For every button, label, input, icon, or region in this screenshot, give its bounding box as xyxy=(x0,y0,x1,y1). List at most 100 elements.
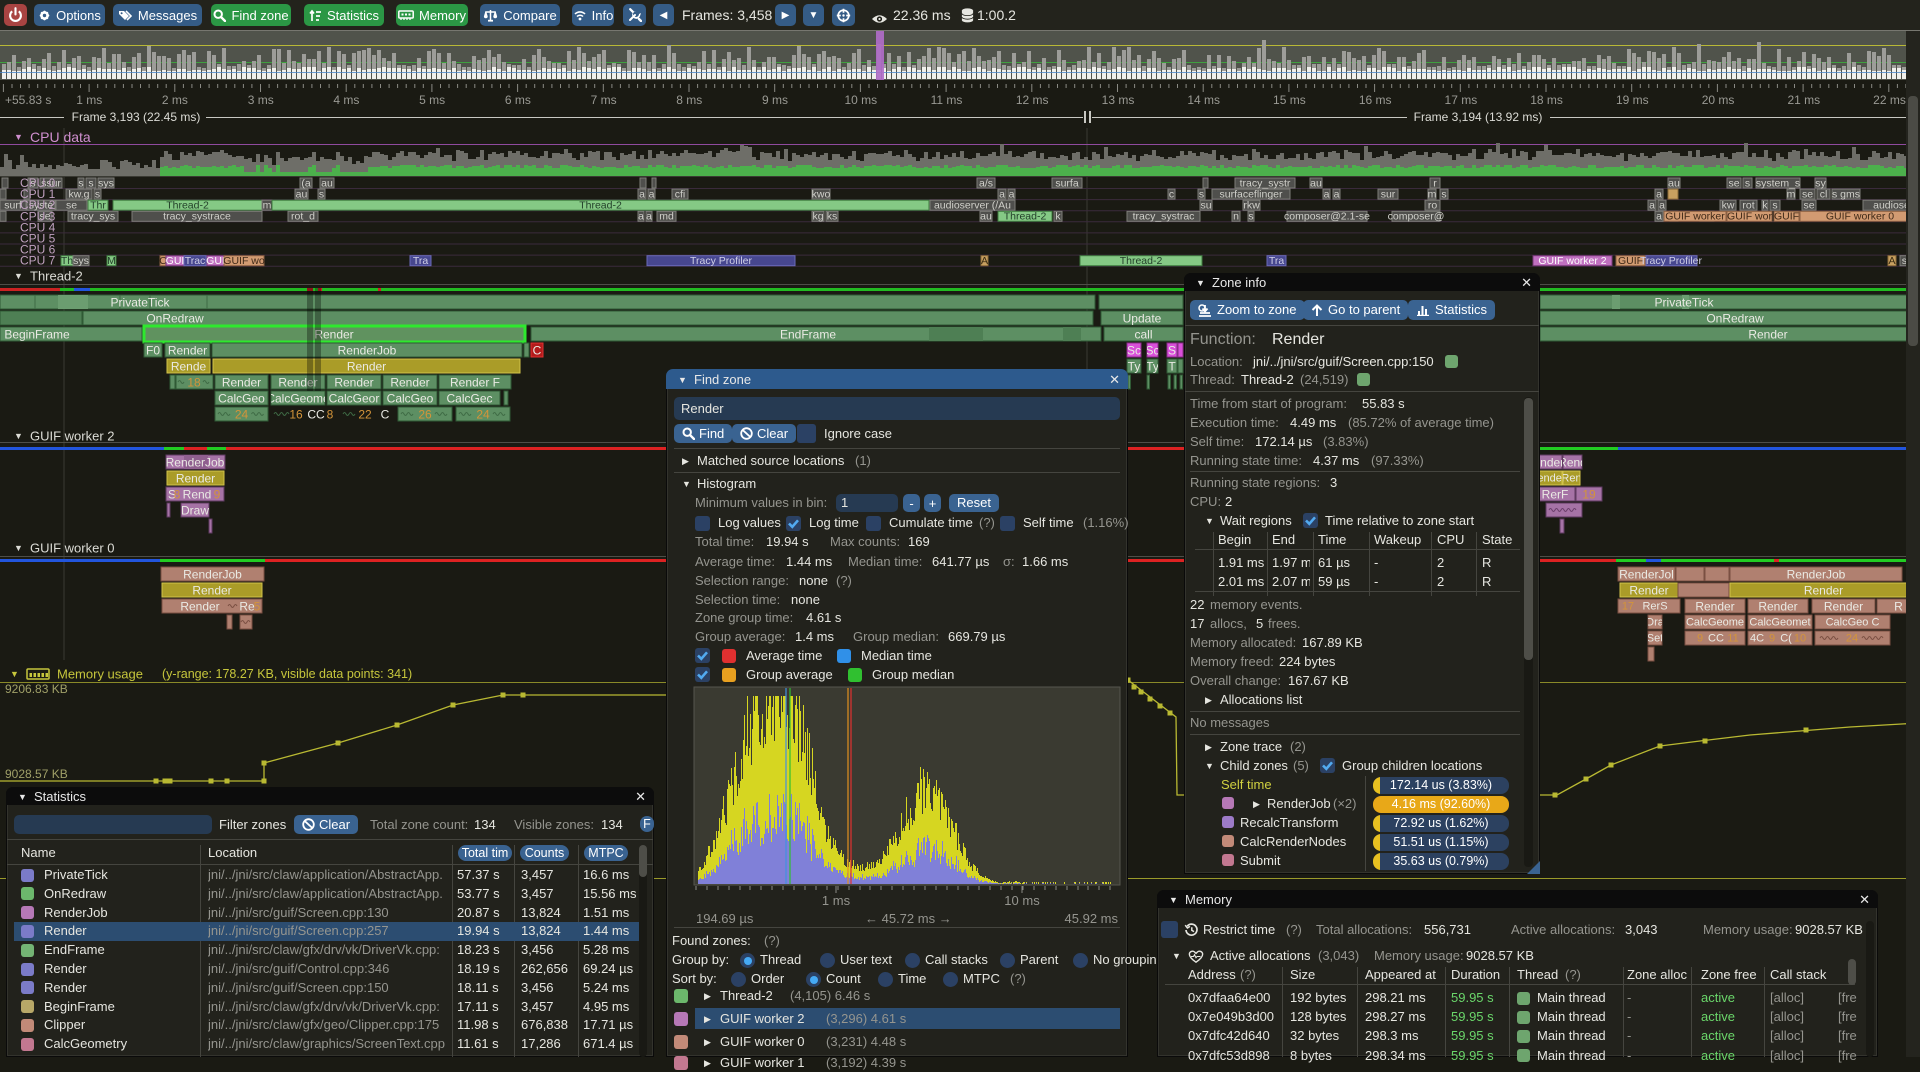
svg-text:rot: rot xyxy=(1742,200,1754,212)
svg-text:A: A xyxy=(981,255,988,267)
svg-text:CalcGeo: CalcGeo xyxy=(387,392,434,406)
svg-text:S: S xyxy=(168,488,176,502)
svg-text:a: a xyxy=(1009,188,1015,200)
svg-text:GUIF worker 2: GUIF worker 2 xyxy=(1538,255,1606,267)
svg-text:11: 11 xyxy=(1727,633,1738,645)
svg-text:16 ms: 16 ms xyxy=(1359,93,1392,107)
svg-text:a: a xyxy=(646,211,652,223)
svg-text:Tra: Tra xyxy=(413,255,429,267)
svg-text:8 ms: 8 ms xyxy=(676,93,702,107)
svg-text:CalcGeo: CalcGeo xyxy=(218,392,265,406)
svg-text:a: a xyxy=(649,188,655,200)
svg-text:Frame 3,194 (13.92 ms): Frame 3,194 (13.92 ms) xyxy=(1414,110,1543,124)
svg-text:F0: F0 xyxy=(146,344,160,358)
svg-text:9: 9 xyxy=(1769,633,1775,645)
svg-text:CPU 3: CPU 3 xyxy=(20,209,56,223)
svg-text:sy: sy xyxy=(1815,177,1826,189)
svg-text:8: 8 xyxy=(327,408,334,422)
svg-text:tracy_systrace: tracy_systrace xyxy=(163,211,231,223)
svg-text:CalcGeor: CalcGeor xyxy=(329,392,380,406)
svg-text:composer@2.1-se: composer@2.1-se xyxy=(1284,211,1370,223)
svg-text:(y-range: 178.27 KB, visible d: (y-range: 178.27 KB, visible data points… xyxy=(162,667,412,681)
svg-text:6 ms: 6 ms xyxy=(505,93,531,107)
svg-text:r: r xyxy=(1433,177,1437,189)
svg-text:s: s xyxy=(1772,200,1777,212)
svg-text:ssur: ssur xyxy=(41,177,61,189)
svg-text:a: a xyxy=(1656,188,1662,200)
svg-text:n: n xyxy=(1233,211,1239,223)
svg-text:M: M xyxy=(107,255,116,267)
svg-text:Set: Set xyxy=(1647,633,1664,645)
svg-text:su: su xyxy=(1200,200,1211,212)
svg-text:a: a xyxy=(638,211,644,223)
svg-text:Frame 3,193 (22.45 ms): Frame 3,193 (22.45 ms) xyxy=(72,110,201,124)
svg-text:CPU 4: CPU 4 xyxy=(20,220,56,234)
svg-text:Render: Render xyxy=(192,584,231,598)
svg-text:GUIF: GUIF xyxy=(1774,211,1799,223)
svg-text:19 ms: 19 ms xyxy=(1616,93,1649,107)
svg-text:CPU 2: CPU 2 xyxy=(20,198,56,212)
svg-text:GUIF worker: GUIF worker xyxy=(1665,211,1725,223)
svg-text:rkw: rkw xyxy=(1243,200,1260,212)
svg-text:au: au xyxy=(296,188,308,200)
svg-text:Render: Render xyxy=(1758,600,1797,614)
svg-text:Render: Render xyxy=(168,344,207,358)
svg-text:CalcGeome: CalcGeome xyxy=(266,392,330,406)
svg-text:a: a xyxy=(1656,211,1662,223)
svg-text:RenderJob: RenderJob xyxy=(338,344,397,358)
svg-text:Render: Render xyxy=(334,376,373,390)
svg-text:C: C xyxy=(533,344,542,358)
svg-text:Render: Render xyxy=(1804,584,1843,598)
svg-text:ks: ks xyxy=(827,211,838,223)
svg-text:RenderJol: RenderJol xyxy=(1619,568,1674,582)
svg-text:m: m xyxy=(1428,188,1437,200)
svg-text:sys: sys xyxy=(98,177,114,189)
svg-text:24: 24 xyxy=(1846,633,1858,645)
svg-text:md: md xyxy=(659,211,674,223)
svg-text:18: 18 xyxy=(187,376,201,390)
svg-text:PrivateTick: PrivateTick xyxy=(111,296,171,310)
svg-text:Tra: Tra xyxy=(1269,255,1285,267)
svg-text:GUIF: GUIF xyxy=(1618,255,1643,267)
svg-text:▼: ▼ xyxy=(14,431,23,441)
svg-text:Render: Render xyxy=(1748,328,1787,342)
svg-text:m: m xyxy=(1787,188,1796,200)
svg-text:s: s xyxy=(88,177,93,189)
svg-text:se: se xyxy=(66,200,77,212)
svg-text:22: 22 xyxy=(358,408,372,422)
svg-text:C: C xyxy=(381,408,390,422)
svg-text:T: T xyxy=(1168,360,1176,374)
svg-text:composer@: composer@ xyxy=(1388,211,1445,223)
svg-text:s: s xyxy=(95,188,100,200)
svg-text:s: s xyxy=(1199,188,1204,200)
svg-text:Tracy Profiler: Tracy Profiler xyxy=(690,255,753,267)
svg-text:Render: Render xyxy=(180,600,219,614)
svg-text:k: k xyxy=(1762,200,1768,212)
svg-text:audioserver (/Au: audioserver (/Au xyxy=(934,200,1011,212)
svg-text:13 ms: 13 ms xyxy=(1102,93,1135,107)
svg-text:17 ms: 17 ms xyxy=(1445,93,1478,107)
svg-text:12 ms: 12 ms xyxy=(1016,93,1049,107)
svg-text:Rende: Rende xyxy=(171,360,207,374)
svg-text:au: au xyxy=(1668,177,1680,189)
svg-text:a: a xyxy=(999,188,1005,200)
svg-text:BeginFrame: BeginFrame xyxy=(4,328,70,342)
svg-text:sur: sur xyxy=(1381,188,1396,200)
svg-text:GUIF worker 0: GUIF worker 0 xyxy=(30,541,115,556)
svg-text:18 ms: 18 ms xyxy=(1530,93,1563,107)
svg-text:Thread-2: Thread-2 xyxy=(1120,255,1163,267)
svg-text:▼: ▼ xyxy=(14,271,23,281)
svg-text:RerF: RerF xyxy=(1542,488,1569,502)
svg-text:Ren: Ren xyxy=(1561,473,1581,485)
svg-text:Update: Update xyxy=(1123,312,1162,326)
svg-text:GUIF wor: GUIF wor xyxy=(1727,211,1772,223)
svg-text:24: 24 xyxy=(476,408,490,422)
svg-text:9: 9 xyxy=(214,488,221,502)
svg-text:19: 19 xyxy=(1582,488,1596,502)
svg-text:RenderJob: RenderJob xyxy=(183,568,242,582)
svg-text:cl: cl xyxy=(1820,188,1828,200)
svg-text:CC: CC xyxy=(1708,633,1724,645)
svg-text:a: a xyxy=(1649,200,1655,212)
svg-text:s: s xyxy=(78,177,83,189)
svg-text:a: a xyxy=(639,188,645,200)
